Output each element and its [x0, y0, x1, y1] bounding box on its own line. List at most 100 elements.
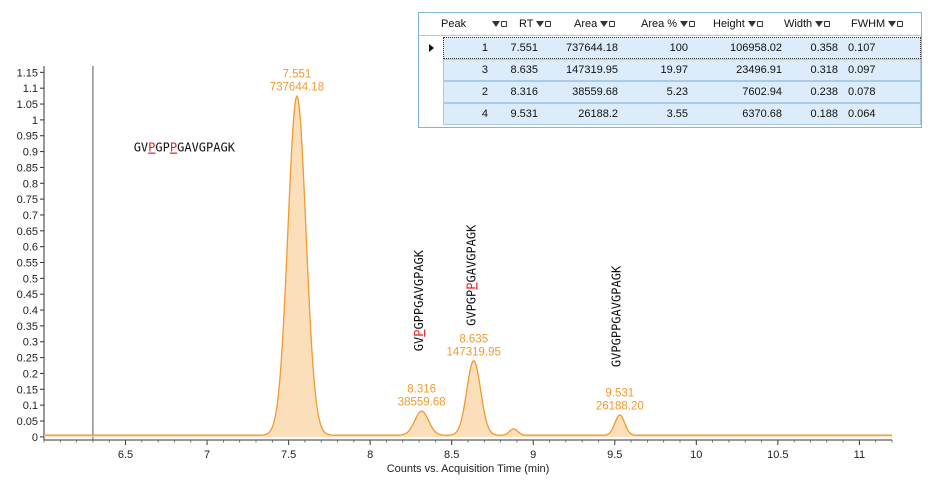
filter-icon[interactable]: [888, 21, 897, 28]
cell-rt: 8.316: [510, 86, 538, 98]
column-header-label: FWHM: [851, 18, 886, 30]
peak-rt-label: 8.635: [459, 333, 488, 345]
x-tick-label: 8.5: [444, 449, 459, 461]
y-tick-label: 0.7: [23, 210, 38, 222]
pin-icon[interactable]: [545, 21, 552, 28]
table-row[interactable]: 3 8.635 147319.95 19.97 23496.91 0.318 0…: [443, 59, 921, 81]
x-tick-label: 7: [204, 449, 210, 461]
cell-width: 0.318: [810, 64, 838, 76]
y-tick-label: 1.15: [17, 67, 38, 79]
cell-area-pct: 19.97: [660, 64, 688, 76]
cell-width: 0.238: [810, 86, 838, 98]
column-header-area-pct[interactable]: Area %: [641, 13, 696, 35]
cell-rt: 7.551: [510, 42, 538, 54]
y-tick-label: 0.45: [17, 289, 38, 301]
cell-area-pct: 100: [669, 42, 688, 54]
pin-icon[interactable]: [897, 21, 904, 28]
filter-icon[interactable]: [536, 21, 545, 28]
column-header-label: Peak: [441, 18, 467, 30]
peak-area-label: 26188.20: [596, 401, 644, 413]
x-tick-label: 10.5: [767, 449, 788, 461]
y-tick-label: 0.85: [17, 162, 38, 174]
y-tick-label: 0.95: [17, 131, 38, 143]
pin-icon[interactable]: [609, 21, 616, 28]
column-header-label: Width: [784, 18, 813, 30]
y-tick-label: 1.05: [17, 99, 38, 111]
y-tick-label: 0.9: [23, 147, 38, 159]
cell-fwhm: 0.078: [848, 86, 876, 98]
cell-area: 147319.95: [566, 64, 618, 76]
compound-label: GVPGPPGAVGPAGK: [412, 249, 426, 351]
cell-height: 23496.91: [736, 64, 782, 76]
y-tick-label: 0.35: [17, 321, 38, 333]
table-row[interactable]: 1 7.551 737644.18 100 106958.02 0.358 0.…: [443, 37, 921, 59]
cell-height: 106958.02: [730, 42, 782, 54]
chromatogram-series: [44, 94, 892, 437]
table-row[interactable]: 2 8.316 38559.68 5.23 7602.94 0.238 0.07…: [443, 81, 921, 103]
column-header-label: Height: [713, 18, 745, 30]
x-tick-label: 6.5: [118, 449, 133, 461]
y-tick-label: 0.1: [23, 400, 38, 412]
peak-table: Peak RT Area Area % Height Width FWHM 1 …: [418, 12, 922, 128]
filter-icon[interactable]: [815, 21, 824, 28]
y-tick-label: 0: [32, 432, 38, 444]
cell-area: 38559.68: [572, 86, 618, 98]
x-tick-label: 7.5: [281, 449, 296, 461]
filter-icon[interactable]: [680, 21, 689, 28]
axes: 0 0.05 0.1 0.15 0.2 0.25 0.3 0.35 0.4 0.45 0.5 0.55…: [17, 66, 893, 461]
cell-rt: 8.635: [510, 64, 538, 76]
y-tick-label: 0.3: [23, 337, 38, 349]
y-tick-label: 1: [32, 115, 38, 127]
filter-icon[interactable]: [747, 21, 756, 28]
cell-fwhm: 0.107: [848, 42, 876, 54]
y-tick-label: 0.8: [23, 178, 38, 190]
cell-peak: 3: [481, 64, 488, 76]
column-header-peak[interactable]: Peak: [441, 13, 466, 35]
pin-icon[interactable]: [501, 21, 507, 28]
cell-height: 7602.94: [742, 86, 782, 98]
peak-rt-label: 7.551: [283, 69, 312, 81]
cell-fwhm: 0.097: [848, 64, 876, 76]
cell-width: 0.358: [810, 42, 838, 54]
compound-label: GVPGPPGAVGPAGK: [464, 224, 478, 326]
column-header-area[interactable]: Area: [574, 13, 616, 35]
column-header-width[interactable]: Width: [784, 13, 831, 35]
column-header-rt[interactable]: RT: [519, 13, 552, 35]
y-tick-label: 1.1: [23, 83, 38, 95]
x-tick-label: 10: [690, 449, 702, 461]
cell-peak: 4: [481, 108, 488, 120]
compound-label: GVPGPPGAVGPAGK: [134, 141, 236, 155]
y-tick-label: 0.6: [23, 242, 38, 254]
y-tick-label: 0.55: [17, 258, 38, 270]
cell-peak: 2: [481, 86, 488, 98]
pin-icon[interactable]: [824, 21, 831, 28]
y-tick-label: 0.65: [17, 226, 38, 238]
column-header-label: Area %: [641, 18, 678, 30]
column-header-fwhm[interactable]: FWHM: [851, 13, 904, 35]
filter-control[interactable]: [489, 13, 507, 35]
peak-rt-label: 9.531: [605, 388, 634, 400]
peak-area-label: 38559.68: [398, 397, 446, 409]
cell-area-pct: 5.23: [666, 86, 688, 98]
column-header-height[interactable]: Height: [713, 13, 763, 35]
x-axis-label: Counts vs. Acquisition Time (min): [387, 463, 550, 475]
table-header-row: Peak RT Area Area % Height Width FWHM: [419, 13, 921, 36]
y-tick-label: 0.5: [23, 273, 38, 285]
pin-icon[interactable]: [756, 21, 763, 28]
cell-height: 6370.68: [742, 108, 782, 120]
x-tick-label: 8: [367, 449, 373, 461]
compound-label: GVPGPPGAVGPAGK: [609, 265, 623, 367]
column-header-label: Area: [574, 18, 598, 30]
cell-width: 0.188: [810, 108, 838, 120]
current-row-indicator-icon: [429, 44, 434, 52]
filter-icon[interactable]: [492, 21, 500, 28]
x-tick-label: 9.5: [607, 449, 622, 461]
peak-rt-label: 8.316: [407, 384, 436, 396]
y-tick-label: 0.25: [17, 353, 38, 365]
x-tick-label: 11: [854, 449, 865, 461]
filter-icon[interactable]: [600, 21, 609, 28]
cell-area: 26188.2: [578, 108, 618, 120]
pin-icon[interactable]: [689, 21, 696, 28]
table-row[interactable]: 4 9.531 26188.2 3.55 6370.68 0.188 0.064: [443, 103, 921, 125]
